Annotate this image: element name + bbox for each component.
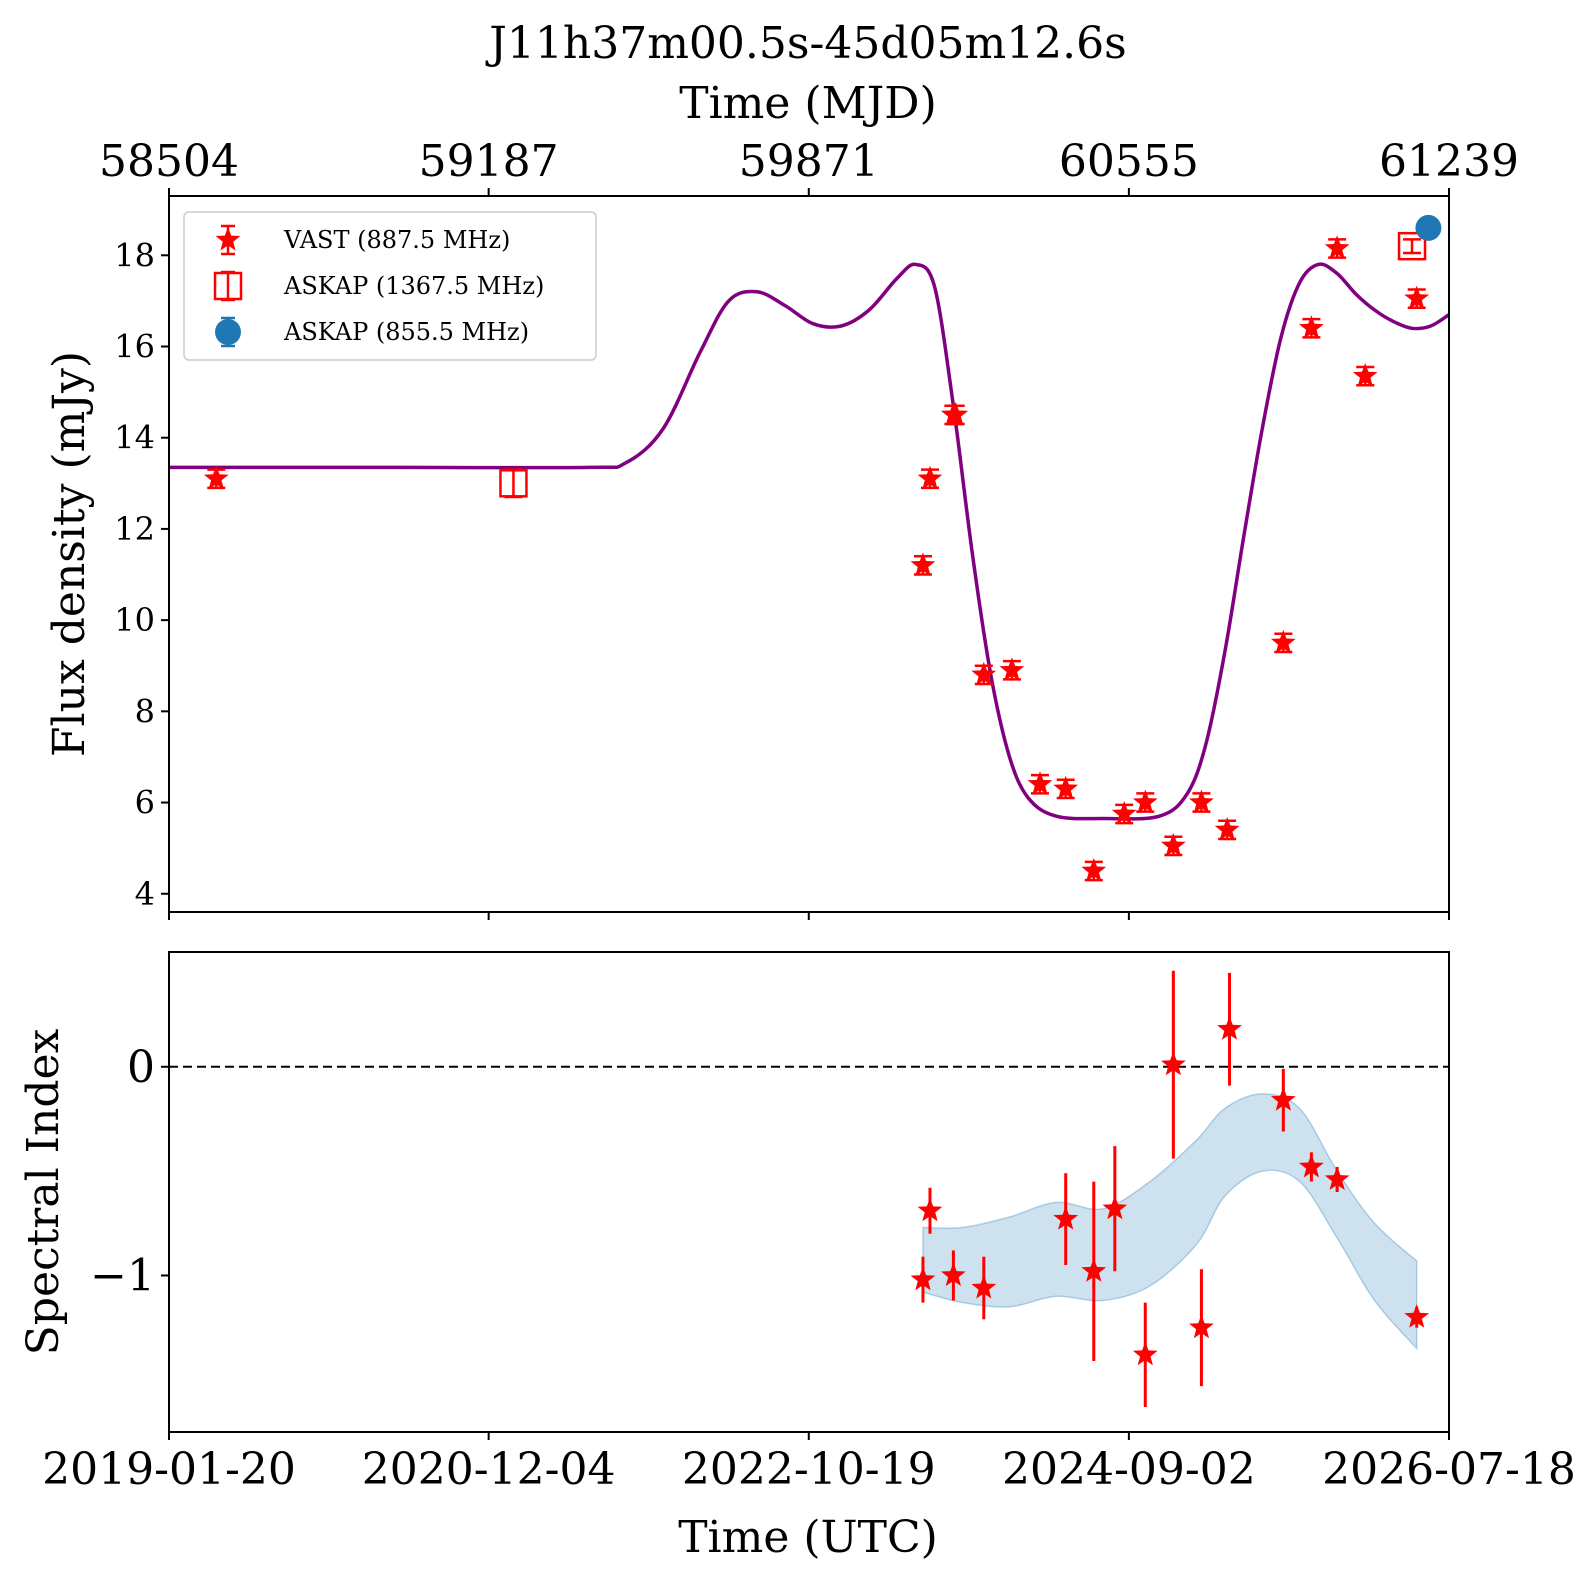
- flux-data-point: [1132, 789, 1158, 814]
- flux-data-point: [1027, 771, 1053, 795]
- flux-data-point: [941, 401, 966, 426]
- flux-data-point: [1397, 231, 1427, 261]
- flux-data-point: [1404, 285, 1430, 310]
- flux-data-point: [1324, 235, 1350, 259]
- flux-data-point: [910, 552, 936, 576]
- flux-density-panel: 4 6 8 10 12 14 16 18 58504 59187 59871 60555 61239 F…: [44, 136, 1519, 920]
- legend-askap1367-label: ASKAP (1367.5 MHz): [283, 272, 544, 300]
- figure-title: J11h37m00.5s-45d05m12.6s: [485, 18, 1127, 69]
- xtick-label: 2024-09-02: [1002, 1444, 1256, 1495]
- flux-data-point: [1161, 832, 1186, 857]
- spectral-data-point: [1161, 1051, 1186, 1076]
- spectral-index-band: [922, 1093, 1418, 1351]
- spectral-data-point: [1324, 1166, 1350, 1190]
- top-xtick-label: 59871: [739, 136, 879, 187]
- xtick-label: 2026-07-18: [1322, 1444, 1576, 1495]
- flux-ytick-label: 12: [114, 510, 155, 548]
- legend-askap1367-symbol: [213, 270, 243, 302]
- top-axis-label: Time (MJD): [679, 78, 936, 129]
- legend-marker: [215, 227, 241, 251]
- top-xtick-label: 61239: [1379, 136, 1519, 187]
- flux-data-point: [1111, 800, 1137, 825]
- spectral-data-point: [1271, 1087, 1296, 1111]
- legend-box: [183, 211, 597, 361]
- flux-ytick-label: 10: [114, 601, 155, 639]
- spectral-ytick-label: −1: [90, 1250, 155, 1301]
- flux-data-point: [1053, 775, 1079, 800]
- spectral-data-point: [1081, 1258, 1107, 1282]
- flux-data-point: [1214, 816, 1240, 841]
- flux-data-point: [971, 661, 997, 686]
- flux-data-point: [917, 465, 943, 490]
- flux-data-point: [1081, 858, 1107, 882]
- top-xtick-label: 60555: [1059, 136, 1199, 187]
- spectral-index-panel: 0 −1 2019-01-20 2020-12-04 2022-10-19 2024-09…: [18, 951, 1576, 1563]
- spectral-data-point: [1404, 1304, 1430, 1328]
- flux-data-point: [203, 465, 229, 490]
- flux-ytick-label: 6: [135, 784, 155, 822]
- flux-ytick-label: 18: [114, 236, 155, 274]
- legend-marker: [213, 271, 243, 301]
- flux-data-point: [1299, 315, 1324, 339]
- flux-ytick-label: 4: [135, 875, 155, 913]
- flux-data-point: [999, 657, 1025, 681]
- xtick-label: 2020-12-04: [362, 1444, 616, 1495]
- spectral-data-point: [1132, 1341, 1158, 1366]
- spectral-data-point: [941, 1262, 966, 1286]
- fit-curve: [169, 262, 1449, 821]
- legend-marker: [215, 319, 241, 345]
- spectral-data-point: [917, 1197, 943, 1222]
- top-xtick-label: 58504: [99, 136, 239, 187]
- spectral-data-point: [1102, 1195, 1128, 1220]
- x-axis-label: Time (UTC): [678, 1512, 938, 1563]
- legend-askap855-label: ASKAP (855.5 MHz): [283, 318, 529, 346]
- spectral-data-point: [1053, 1206, 1079, 1230]
- spectral-data-point: [1189, 1314, 1214, 1339]
- spectral-data-point: [1217, 1016, 1242, 1040]
- spectral-data-point: [971, 1275, 997, 1299]
- flux-data-point: [1189, 789, 1214, 814]
- flux-ytick-label: 8: [135, 692, 155, 730]
- flux-data-point: [1352, 363, 1378, 387]
- spectral-data-point: [1299, 1154, 1324, 1178]
- legend-askap855-symbol: [215, 316, 241, 348]
- spectral-plot-frame: [168, 951, 1450, 1433]
- flux-data-point: [499, 469, 528, 498]
- flux-ytick-label: 14: [114, 419, 155, 457]
- flux-y-axis-label: Flux density (mJy): [44, 351, 95, 757]
- spectral-y-axis-label: Spectral Index: [18, 1028, 69, 1355]
- legend-vast-label: VAST (887.5 MHz): [283, 226, 510, 254]
- xtick-label: 2022-10-19: [682, 1444, 936, 1495]
- xtick-label: 2019-01-20: [42, 1444, 296, 1495]
- spectral-ytick-label: 0: [127, 1042, 155, 1093]
- flux-data-point: [1415, 214, 1442, 241]
- legend: VAST (887.5 MHz) ASKAP (1367.5 MHz) ASKA…: [183, 211, 597, 361]
- top-xtick-label: 59187: [419, 136, 559, 187]
- flux-data-point: [1271, 629, 1296, 654]
- legend-vast-symbol: [215, 224, 241, 256]
- spectral-data-point: [910, 1266, 936, 1291]
- flux-ytick-label: 16: [114, 327, 155, 365]
